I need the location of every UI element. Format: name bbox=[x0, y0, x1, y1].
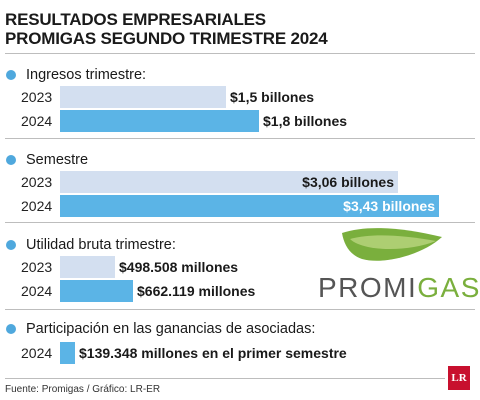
bar bbox=[60, 171, 398, 193]
section-label: Semestre bbox=[26, 152, 89, 168]
promigas-logo: PROMIGAS bbox=[318, 225, 479, 305]
bar-row: 2023 $3,06 billones bbox=[0, 171, 480, 193]
bar bbox=[60, 342, 75, 364]
bullet-dot-icon bbox=[6, 240, 16, 250]
value-label: $1,5 billones bbox=[230, 89, 315, 105]
bar-row: 2024 $139.348 millones en el primer semes… bbox=[0, 342, 480, 364]
bar-row: 2023 $1,5 billones bbox=[0, 86, 480, 108]
bullet-dot-icon bbox=[6, 155, 16, 165]
lr-logo-badge: LR bbox=[448, 366, 470, 390]
year-label: 2024 bbox=[21, 345, 53, 361]
bar-row: 2023 $498.508 millones bbox=[0, 256, 480, 278]
section-label: Ingresos trimestre: bbox=[26, 67, 147, 83]
title-line-1: RESULTADOS EMPRESARIALES bbox=[5, 10, 266, 29]
bullet-dot-icon bbox=[6, 70, 16, 80]
bar-row: 2024 $3,43 billones bbox=[0, 195, 480, 217]
section-header: Utilidad bruta trimestre: bbox=[6, 236, 176, 254]
section-divider bbox=[5, 138, 475, 139]
section-label: Utilidad bruta trimestre: bbox=[26, 237, 176, 253]
section-label: Participación en las ganancias de asocia… bbox=[26, 321, 316, 337]
year-label: 2023 bbox=[21, 89, 53, 105]
bar bbox=[60, 110, 259, 132]
year-label: 2024 bbox=[21, 283, 53, 299]
source-note: Fuente: Promigas / Gráfico: LR-ER bbox=[5, 384, 161, 395]
logo-text-gas: GAS bbox=[417, 272, 480, 303]
bar-row: 2024 $662.119 millones bbox=[0, 280, 480, 302]
bar bbox=[60, 256, 115, 278]
section-header: Semestre bbox=[6, 151, 88, 169]
bar-row: 2024 $1,8 billones bbox=[0, 110, 480, 132]
value-label: $139.348 millones en el primer semestre bbox=[79, 345, 347, 361]
section-header: Ingresos trimestre: bbox=[6, 66, 146, 84]
title-divider bbox=[5, 53, 475, 54]
chart-title: RESULTADOS EMPRESARIALES PROMIGAS SEGUND… bbox=[5, 10, 425, 48]
section-header: Participación en las ganancias de asocia… bbox=[6, 320, 315, 338]
logo-text-promi: PROMI bbox=[318, 272, 418, 303]
title-line-2: PROMIGAS SEGUNDO TRIMESTRE 2024 bbox=[5, 29, 328, 48]
bar bbox=[60, 86, 226, 108]
value-label: $3,06 billones bbox=[302, 174, 394, 190]
bar bbox=[60, 195, 439, 217]
year-label: 2024 bbox=[21, 198, 53, 214]
bar bbox=[60, 280, 133, 302]
value-label: $3,43 billones bbox=[343, 198, 435, 214]
section-divider bbox=[5, 309, 475, 310]
value-label: $498.508 millones bbox=[119, 259, 239, 275]
section-divider bbox=[5, 222, 475, 223]
footer-divider bbox=[5, 378, 445, 379]
year-label: 2023 bbox=[21, 259, 53, 275]
value-label: $1,8 billones bbox=[263, 113, 348, 129]
leaf-icon bbox=[342, 228, 442, 261]
year-label: 2023 bbox=[21, 174, 53, 190]
logo-wordmark: PROMIGAS bbox=[318, 272, 479, 304]
year-label: 2024 bbox=[21, 113, 53, 129]
bullet-dot-icon bbox=[6, 324, 16, 334]
value-label: $662.119 millones bbox=[137, 283, 256, 299]
